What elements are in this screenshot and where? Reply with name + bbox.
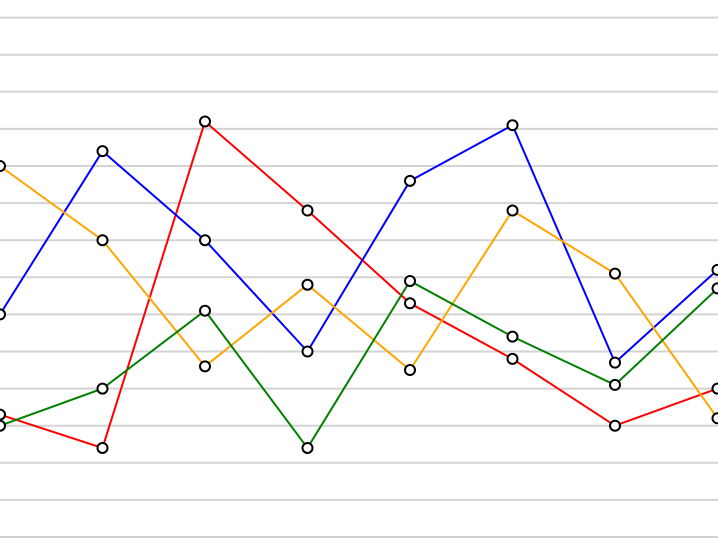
- data-point-1-7: [711, 263, 718, 276]
- data-point-0-1: [96, 441, 109, 454]
- data-point-3-2: [199, 304, 211, 317]
- series-line-0: [0, 119, 718, 450]
- data-point-3-5: [506, 330, 519, 343]
- data-point-2-6: [609, 267, 621, 280]
- series-points: [0, 115, 718, 454]
- data-point-1-6: [609, 356, 621, 369]
- data-point-0-2: [199, 115, 211, 128]
- data-point-3-3: [301, 441, 314, 454]
- data-point-0-6: [609, 419, 621, 432]
- data-point-2-1: [96, 234, 109, 247]
- data-point-3-4: [404, 275, 416, 288]
- data-point-3-1: [96, 382, 109, 395]
- series-line-2: [0, 165, 718, 419]
- data-point-2-0: [0, 160, 6, 172]
- data-point-2-5: [506, 204, 519, 217]
- data-point-0-7: [711, 382, 718, 395]
- data-point-0-4: [404, 297, 416, 310]
- data-point-0-5: [506, 352, 519, 365]
- data-point-1-2: [199, 234, 211, 247]
- data-point-2-4: [404, 364, 416, 377]
- data-point-2-7: [711, 412, 718, 425]
- data-point-0-0: [0, 408, 6, 421]
- data-point-1-5: [506, 119, 519, 132]
- data-point-2-2: [199, 360, 211, 373]
- data-point-1-1: [96, 145, 109, 158]
- data-point-1-3: [301, 345, 314, 358]
- data-point-0-3: [301, 204, 314, 217]
- data-point-3-6: [609, 378, 621, 391]
- data-point-3-0: [0, 419, 6, 432]
- series-line-3: [0, 279, 718, 450]
- data-point-1-0: [0, 308, 6, 321]
- data-point-2-3: [301, 278, 314, 291]
- series-lines: [0, 119, 718, 450]
- data-point-1-4: [404, 174, 416, 187]
- data-point-3-7: [711, 282, 718, 295]
- series-line-1: [0, 123, 718, 365]
